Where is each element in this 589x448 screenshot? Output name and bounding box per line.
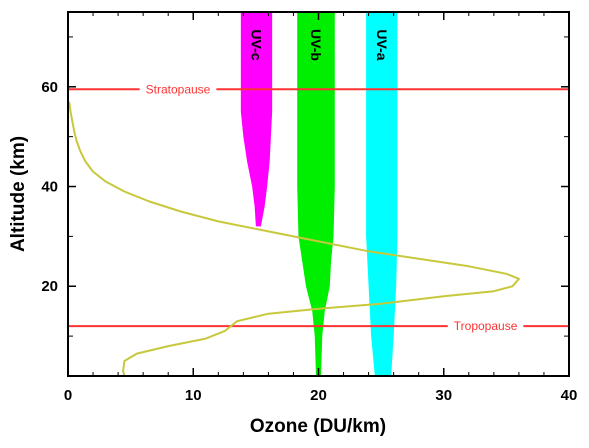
uv-band-label-uv-a: UV-a xyxy=(374,29,390,60)
ozone-profile-line xyxy=(68,101,520,376)
uv-band-uv-b xyxy=(297,12,335,376)
y-tick-label: 40 xyxy=(41,179,58,196)
x-tick-label: 10 xyxy=(185,387,202,404)
y-tick-label: 60 xyxy=(41,79,58,96)
x-tick-label: 30 xyxy=(435,387,452,404)
uv-band-uv-c xyxy=(240,12,273,227)
reference-line-label-stratopause: Stratopause xyxy=(146,82,211,96)
x-tick-label: 20 xyxy=(310,387,327,404)
uv-band-label-uv-b: UV-b xyxy=(308,29,324,61)
x-axis-title: Ozone (DU/km) xyxy=(250,416,386,437)
uv-band-uv-a xyxy=(366,12,398,376)
uv-band-label-uv-c: UV-c xyxy=(249,29,265,60)
reference-line-label-tropopause: Tropopause xyxy=(454,319,518,333)
x-tick-label: 40 xyxy=(561,387,578,404)
x-tick-label: 0 xyxy=(64,387,72,404)
y-axis-title: Altitude (km) xyxy=(8,136,29,252)
y-tick-label: 20 xyxy=(41,278,58,295)
